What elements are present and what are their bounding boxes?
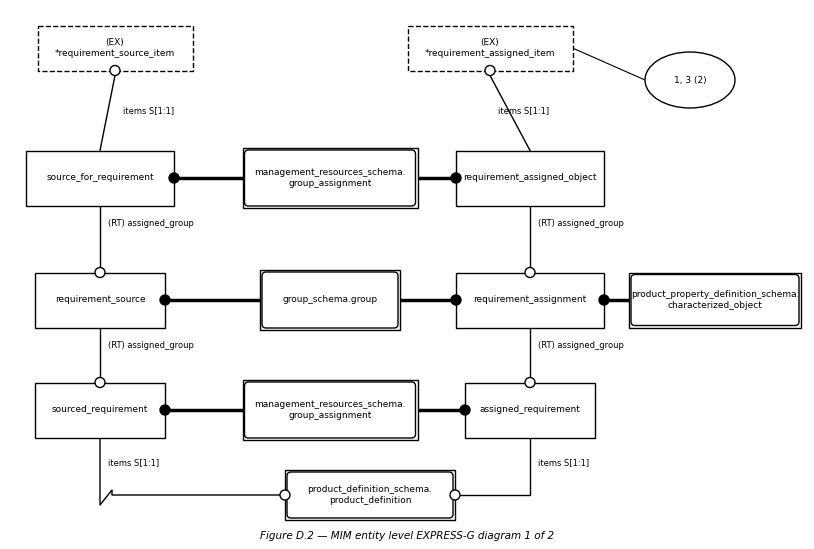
Circle shape: [280, 490, 290, 500]
Ellipse shape: [645, 52, 735, 108]
Text: requirement_source: requirement_source: [55, 295, 146, 305]
Circle shape: [485, 65, 495, 76]
Circle shape: [160, 405, 170, 415]
Circle shape: [169, 173, 179, 183]
Text: items S[1:1]: items S[1:1]: [123, 106, 174, 115]
Text: assigned_requirement: assigned_requirement: [479, 406, 580, 414]
Text: (RT) assigned_group: (RT) assigned_group: [538, 219, 624, 228]
Text: management_resources_schema.
group_assignment: management_resources_schema. group_assig…: [254, 400, 405, 419]
Text: management_resources_schema.
group_assignment: management_resources_schema. group_assig…: [254, 169, 405, 188]
Text: (RT) assigned_group: (RT) assigned_group: [538, 341, 624, 350]
Bar: [243, 148, 418, 208]
Circle shape: [460, 405, 470, 415]
Text: product_definition_schema.
product_definition: product_definition_schema. product_defin…: [308, 485, 432, 505]
Bar: [456, 272, 604, 328]
FancyBboxPatch shape: [244, 150, 415, 206]
Text: 1, 3 (2): 1, 3 (2): [674, 76, 707, 85]
Text: group_schema.group: group_schema.group: [282, 295, 378, 305]
Text: source_for_requirement: source_for_requirement: [46, 173, 154, 182]
Text: items S[1:1]: items S[1:1]: [108, 458, 159, 467]
Text: requirement_assigned_object: requirement_assigned_object: [463, 173, 597, 182]
Text: requirement_assignment: requirement_assignment: [474, 295, 587, 305]
FancyBboxPatch shape: [262, 272, 398, 328]
Bar: [456, 150, 604, 205]
Circle shape: [95, 378, 105, 388]
Text: sourced_requirement: sourced_requirement: [52, 406, 148, 414]
Circle shape: [160, 295, 170, 305]
Circle shape: [451, 173, 461, 183]
Bar: [260, 270, 400, 330]
Circle shape: [599, 295, 609, 305]
Bar: [35, 272, 165, 328]
Text: items S[1:1]: items S[1:1]: [538, 458, 589, 467]
Text: (EX)
*requirement_source_item: (EX) *requirement_source_item: [55, 38, 175, 58]
Text: (EX)
*requirement_assigned_item: (EX) *requirement_assigned_item: [425, 38, 555, 58]
Bar: [35, 383, 165, 438]
Circle shape: [451, 295, 461, 305]
Text: Figure D.2 — MIM entity level EXPRESS-G diagram 1 of 2: Figure D.2 — MIM entity level EXPRESS-G …: [260, 531, 554, 541]
Bar: [408, 25, 572, 70]
Bar: [285, 470, 455, 520]
Circle shape: [525, 378, 535, 388]
Bar: [243, 380, 418, 440]
Bar: [37, 25, 192, 70]
Text: (RT) assigned_group: (RT) assigned_group: [108, 341, 194, 350]
FancyBboxPatch shape: [287, 472, 453, 518]
FancyBboxPatch shape: [631, 274, 799, 326]
Text: product_property_definition_schema.
characterized_object: product_property_definition_schema. char…: [631, 290, 799, 310]
Circle shape: [525, 267, 535, 277]
Text: items S[1:1]: items S[1:1]: [498, 106, 549, 115]
Bar: [26, 150, 174, 205]
Bar: [629, 272, 801, 328]
Circle shape: [110, 65, 120, 76]
Bar: [465, 383, 595, 438]
Circle shape: [95, 267, 105, 277]
FancyBboxPatch shape: [244, 382, 415, 438]
Circle shape: [450, 490, 460, 500]
Text: (RT) assigned_group: (RT) assigned_group: [108, 219, 194, 228]
